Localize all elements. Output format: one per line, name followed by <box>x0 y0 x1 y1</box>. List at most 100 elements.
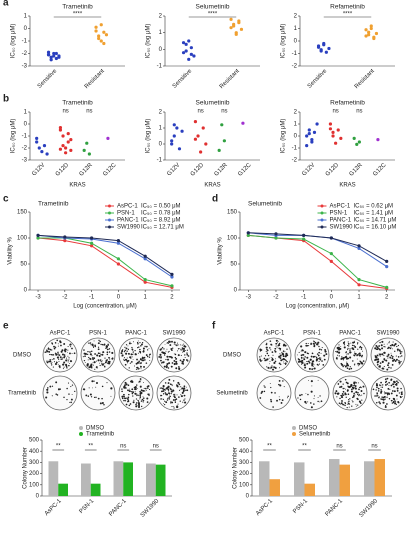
colony <box>51 342 53 344</box>
dot <box>234 32 238 36</box>
x-tick-label: 0 <box>117 295 121 301</box>
colony <box>286 397 289 399</box>
legend-marker <box>79 426 83 430</box>
colony <box>324 350 327 353</box>
colony <box>90 344 92 346</box>
y-axis-label: IC₅₀ (log μM) <box>11 24 17 59</box>
colony <box>166 363 169 366</box>
colony <box>375 389 377 391</box>
colony <box>317 357 319 359</box>
colony <box>388 385 390 386</box>
legend-marker <box>108 211 111 215</box>
dot <box>97 36 101 41</box>
colony <box>346 344 349 347</box>
colony <box>360 348 363 350</box>
colony <box>265 346 268 349</box>
colony <box>92 364 94 366</box>
colony <box>352 385 354 387</box>
colony <box>139 362 141 364</box>
y-tick-label: 200 <box>29 471 40 477</box>
colony <box>277 340 279 342</box>
colony <box>108 348 111 350</box>
colony <box>104 357 106 359</box>
colony <box>121 388 123 390</box>
plate-column-label: SW1990 <box>162 331 186 337</box>
colony <box>391 402 394 404</box>
colony <box>99 359 102 361</box>
y-tick-label: 100 <box>17 236 28 242</box>
dot <box>372 35 376 39</box>
colony <box>358 352 361 355</box>
dot <box>82 148 86 152</box>
colony <box>303 358 306 361</box>
colony <box>283 361 285 363</box>
colony <box>352 360 354 362</box>
colony <box>182 358 185 361</box>
colony <box>100 343 102 346</box>
dot <box>310 140 314 144</box>
colony <box>184 354 186 356</box>
colony <box>130 357 132 359</box>
legend-ic50: IC₅₀ = 0.78 μM <box>141 211 181 217</box>
colony <box>49 360 52 363</box>
colony <box>390 392 393 395</box>
chart-title: Trametinib <box>62 100 93 107</box>
legend-marker <box>108 225 111 229</box>
colony <box>394 360 397 362</box>
colony <box>390 378 393 381</box>
dot <box>196 134 200 138</box>
colony <box>390 352 392 354</box>
colony <box>272 368 275 371</box>
plate-row-label: DMSO <box>13 353 31 359</box>
colony <box>161 346 164 349</box>
colony <box>171 405 173 408</box>
data-point <box>116 262 120 266</box>
colony <box>176 406 179 409</box>
colony <box>386 403 388 405</box>
colony <box>351 405 353 407</box>
colony <box>301 358 303 360</box>
colony <box>82 356 84 358</box>
colony <box>178 389 181 391</box>
colony <box>104 361 107 364</box>
x-tick-label: AsPC-1 <box>44 498 63 517</box>
colony <box>319 395 321 397</box>
colony <box>93 380 95 382</box>
colony <box>353 382 356 385</box>
colony <box>382 361 384 364</box>
data-point <box>116 241 120 245</box>
colony <box>99 364 101 367</box>
significance: ns <box>86 109 92 115</box>
colony <box>313 343 315 345</box>
significance: ** <box>302 444 307 450</box>
colony <box>315 359 318 362</box>
colony <box>324 348 327 351</box>
plate <box>294 337 330 373</box>
dot <box>201 126 205 130</box>
legend-ic50: IC₅₀ = 16.10 μM <box>354 225 397 231</box>
colony <box>142 399 145 402</box>
colony <box>400 360 402 363</box>
colony <box>67 382 70 384</box>
colony <box>134 392 137 395</box>
data-point <box>357 244 361 248</box>
panel-label: f <box>212 321 216 332</box>
colony <box>360 402 362 404</box>
colony <box>149 360 151 361</box>
x-tick-label: G12D <box>55 162 71 178</box>
colony <box>90 366 93 369</box>
colony <box>55 381 58 384</box>
colony <box>164 382 167 384</box>
colony <box>137 387 139 389</box>
dot <box>334 141 338 145</box>
colony <box>305 342 307 345</box>
colony <box>171 362 174 364</box>
colony <box>278 355 281 358</box>
colony <box>359 360 362 363</box>
colony <box>361 350 363 352</box>
colony <box>376 395 378 397</box>
colony <box>91 355 93 357</box>
x-tick-label: 0 <box>330 295 334 301</box>
colony <box>186 389 189 392</box>
colony <box>148 347 150 349</box>
